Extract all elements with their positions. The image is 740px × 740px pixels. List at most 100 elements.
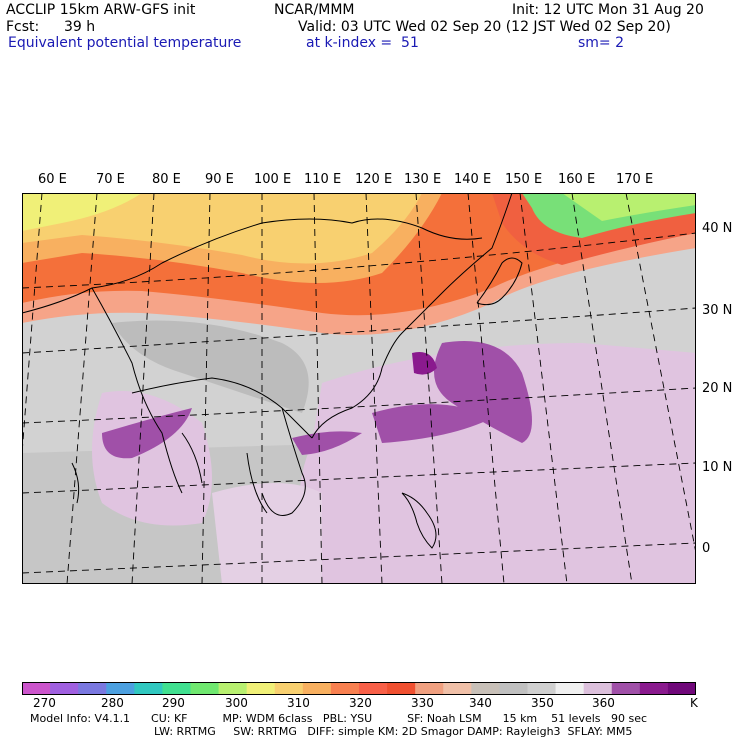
shade-region [412, 352, 437, 375]
lat-label: 10 N [702, 460, 733, 475]
shade-region [22, 193, 422, 264]
colorbar-label: 310 [287, 696, 310, 710]
lon-label: 90 E [205, 172, 234, 187]
border-line [131, 377, 313, 439]
map-frame [22, 193, 696, 584]
lon-label: 100 E [254, 172, 292, 187]
graticule-line [625, 193, 696, 554]
org-label: NCAR/MMM [274, 2, 355, 18]
model-info-line2: LW: RRTMG SW: RRTMG DIFF: simple KM: 2D … [154, 725, 633, 738]
lon-label: 70 E [96, 172, 125, 187]
graticule-line [571, 193, 633, 584]
coastline [261, 407, 306, 516]
colorbar-label: 270 [33, 696, 56, 710]
colorbar-swatch [359, 682, 388, 695]
graticule-line [201, 193, 211, 584]
colorbar-label: 280 [101, 696, 124, 710]
graticule-line [22, 193, 43, 460]
lon-label: 120 E [355, 172, 393, 187]
colorbar-swatch [134, 682, 163, 695]
colorbar-swatch [471, 682, 500, 695]
border-line [91, 287, 183, 494]
graticule-line [467, 193, 505, 584]
colorbar-swatch [555, 682, 585, 695]
graticule-line [131, 193, 155, 584]
graticule-line [22, 542, 696, 574]
graticule [22, 193, 696, 584]
smoothing-label: sm= 2 [578, 35, 625, 51]
graticule-line [519, 193, 568, 584]
colorbar-swatch [387, 682, 416, 695]
colorbar-swatch [106, 682, 135, 695]
coastline [476, 257, 523, 306]
valid-time: Valid: 03 UTC Wed 02 Sep 20 (12 JST Wed … [298, 19, 671, 35]
colorbar-label: 290 [162, 696, 185, 710]
shade-region [102, 408, 192, 459]
colorbar-swatch [246, 682, 276, 695]
colorbar-swatch [527, 682, 556, 695]
lon-label: 160 E [558, 172, 596, 187]
coastline [71, 462, 80, 504]
colorbar-label: 320 [349, 696, 372, 710]
colorbar-swatch [415, 682, 444, 695]
coastline [311, 193, 513, 439]
lon-label: 140 E [454, 172, 492, 187]
colorbar-swatch [218, 682, 248, 695]
colorbar-swatch [190, 682, 219, 695]
coastline [246, 452, 268, 514]
shade-region [212, 483, 322, 584]
colorbar-label: 340 [469, 696, 492, 710]
colorbar-swatch [639, 682, 669, 695]
init-time: Init: 12 UTC Mon 31 Aug 20 [512, 2, 704, 18]
colorbar-swatch [611, 682, 641, 695]
model-title: ACCLIP 15km ARW-GFS init [6, 2, 196, 18]
colorbar-swatch [443, 682, 472, 695]
colorbar-swatch [302, 682, 332, 695]
graticule-line [415, 193, 443, 584]
field-name: Equivalent potential temperature [8, 35, 242, 51]
graticule-line [22, 232, 696, 289]
lat-label: 0 [702, 541, 711, 556]
colorbar-label: 300 [225, 696, 248, 710]
level-label: at k-index = 51 [306, 35, 419, 51]
colorbar-swatch [330, 682, 360, 695]
colorbar-swatch [50, 682, 79, 695]
lon-label: 150 E [505, 172, 543, 187]
lat-label: 30 N [702, 303, 733, 318]
lon-label: 80 E [152, 172, 181, 187]
lon-label: 110 E [304, 172, 342, 187]
graticule-line [66, 193, 98, 584]
lon-label: 130 E [404, 172, 442, 187]
colorbar-swatch [274, 682, 304, 695]
colorbar-swatch [499, 682, 528, 695]
shade-region [372, 404, 492, 443]
lon-label: 60 E [38, 172, 67, 187]
shade-region [299, 343, 696, 584]
colorbar-swatch [78, 682, 107, 695]
coastline [401, 492, 437, 549]
fcst-value: 39 h [64, 19, 96, 35]
colorbar-label: 360 [592, 696, 615, 710]
lon-label: 170 E [616, 172, 654, 187]
shade-region [292, 431, 362, 455]
shade-region [22, 193, 142, 231]
colorbar [22, 682, 696, 695]
colorbar-swatch [667, 682, 696, 695]
graticule-line [313, 193, 323, 584]
coastlines [22, 193, 523, 549]
lat-label: 20 N [702, 381, 733, 396]
colorbar-label: 350 [531, 696, 554, 710]
colorbar-swatch [22, 682, 51, 695]
colorbar-swatch [162, 682, 191, 695]
model-info-line1: Model Info: V4.1.1 CU: KF MP: WDM 6class… [30, 712, 648, 725]
fcst-label: Fcst: [6, 19, 40, 35]
coastline [181, 432, 203, 484]
shade-region [434, 341, 532, 443]
graticule-line [22, 387, 696, 424]
graticule-line [22, 307, 696, 354]
lat-label: 40 N [702, 221, 733, 236]
graticule-line [22, 462, 696, 494]
shade-region [112, 320, 309, 413]
colorbar-label: 330 [411, 696, 434, 710]
colorbar-swatch [583, 682, 613, 695]
